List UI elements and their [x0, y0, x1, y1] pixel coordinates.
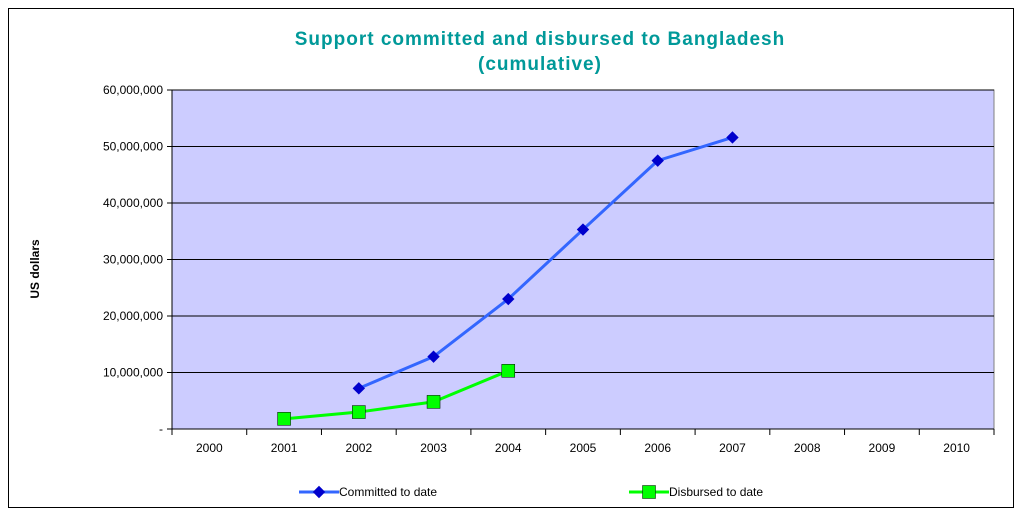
- data-point-disbursed-to-date: [426, 395, 441, 409]
- series-line-committed-to-date: [358, 136, 733, 390]
- y-tick-label: 20,000,000: [103, 309, 163, 323]
- x-tick-label: 2002: [345, 441, 372, 455]
- x-tick-label: 2010: [943, 441, 970, 455]
- data-point-committed-to-date: [502, 292, 515, 306]
- chart-frame: Support committed and disbursed to Bangl…: [8, 8, 1014, 508]
- legend-marker-disbursed-to-date: [642, 485, 656, 499]
- x-tick-label: 2005: [570, 441, 597, 455]
- y-tick-label: -: [159, 422, 163, 436]
- legend: Committed to date Disbursed to date: [299, 485, 763, 499]
- data-point-disbursed-to-date: [277, 412, 291, 426]
- chart-svg: Support committed and disbursed to Bangl…: [28, 29, 995, 499]
- chart-title: Support committed and disbursed to Bangl…: [295, 29, 785, 50]
- legend-marker-committed-to-date: [312, 485, 326, 499]
- plot-area: - 10,000,000 20,000,000 30,000,000 40,000,00…: [103, 83, 995, 455]
- x-tick-label: 2007: [719, 441, 746, 455]
- y-tick-label: 60,000,000: [103, 83, 163, 97]
- chart-subtitle: (cumulative): [478, 54, 602, 75]
- y-tick-label: 50,000,000: [103, 140, 163, 154]
- x-tick-label: 2004: [495, 441, 522, 455]
- legend-label-disbursed-to-date: Disbursed to date: [669, 485, 763, 499]
- y-tick-label: 40,000,000: [103, 196, 163, 210]
- y-tick-label: 10,000,000: [103, 366, 163, 380]
- y-axis-label: US dollars: [28, 239, 42, 299]
- x-tick-label: 2003: [420, 441, 447, 455]
- x-tick-label: 2009: [869, 441, 896, 455]
- data-point-committed-to-date: [427, 350, 440, 363]
- x-tick-label: 2006: [644, 441, 671, 455]
- series-line-disbursed-to-date: [283, 369, 509, 421]
- x-tick-label: 2001: [271, 441, 298, 455]
- data-point-committed-to-date: [352, 382, 366, 395]
- x-tick-label: 2000: [196, 441, 223, 455]
- data-point-committed-to-date: [576, 223, 590, 236]
- data-point-disbursed-to-date: [501, 364, 516, 378]
- y-tick-label: 30,000,000: [103, 253, 163, 267]
- data-point-committed-to-date: [726, 131, 739, 144]
- x-tick-label: 2008: [794, 441, 821, 455]
- legend-label-committed-to-date: Committed to date: [339, 485, 437, 499]
- data-point-committed-to-date: [651, 154, 664, 167]
- data-point-disbursed-to-date: [352, 405, 366, 419]
